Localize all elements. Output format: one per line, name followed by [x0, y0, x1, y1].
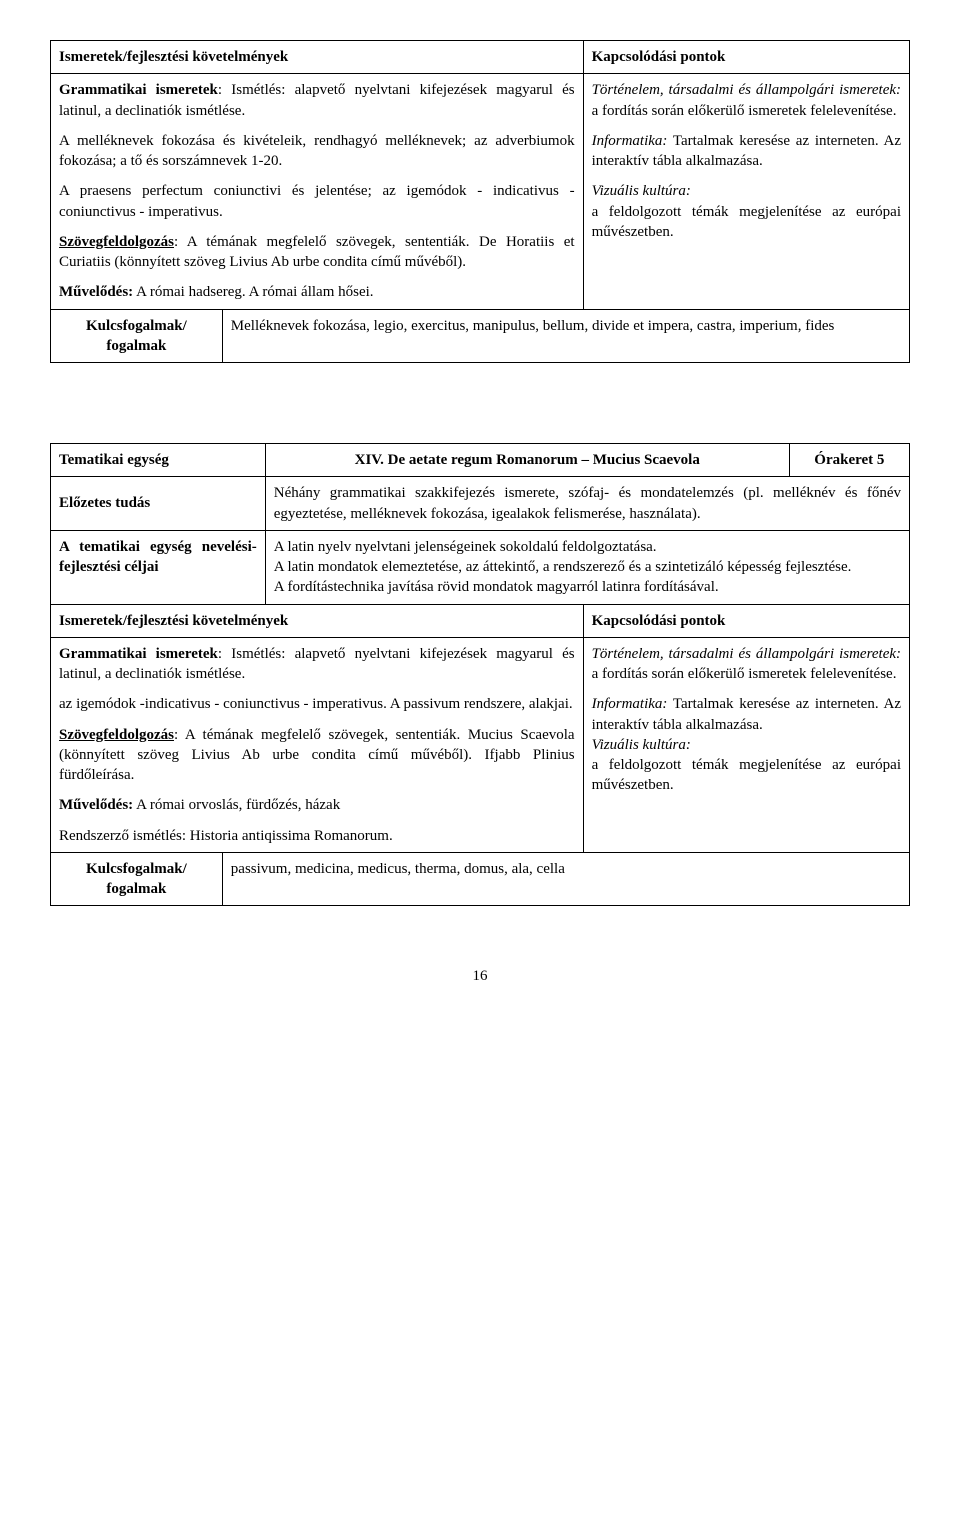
page-number: 16 [50, 966, 910, 986]
t1c-left-p1: Grammatikai ismeretek: Ismétlés: alapvet… [59, 80, 575, 121]
t2-right-p2-it: Informatika: [592, 696, 668, 712]
t1c-kf-label: Kulcsfogalmak/ fogalmak [51, 309, 223, 363]
t2-right-p1-body: a fordítás során előkerülő ismeretek fel… [592, 666, 897, 682]
t2-row3-p3: A fordítástechnika javítása rövid mondat… [274, 579, 719, 595]
label-grammatikai-2: Grammatikai ismeretek [59, 646, 218, 662]
t2-left-p3: Szövegfeldolgozás: A témának megfelelő s… [59, 725, 575, 786]
t2-row3-p1: A latin nyelv nyelvtani jelenségeinek so… [274, 539, 657, 555]
t1c-body-left: Grammatikai ismeretek: Ismétlés: alapvet… [51, 74, 584, 309]
t2-left-p4-body: A római orvoslás, fürdőzés, házak [133, 797, 340, 813]
t2-left-p2: az igemódok -indicativus - coniunctivus … [59, 694, 575, 714]
t2-right-p1: Történelem, társadalmi és állampolgári i… [592, 644, 901, 685]
t2-row3-p2: A latin mondatok elemeztetése, az átteki… [274, 559, 852, 575]
t1c-body-right: Történelem, társadalmi és állampolgári i… [583, 74, 909, 309]
t2-row3-left: A tematikai egység nevelési-fejlesztési … [51, 530, 266, 604]
t2-row1-right: Órakeret 5 [789, 444, 909, 477]
t2-row3-body: A latin nyelv nyelvtani jelenségeinek so… [265, 530, 909, 604]
t1c-header-left: Ismeretek/fejlesztési követelmények [51, 41, 584, 74]
t2-row1-left: Tematikai egység [51, 444, 266, 477]
t2-left-p1: Grammatikai ismeretek: Ismétlés: alapvet… [59, 644, 575, 685]
t2-right-p2: Informatika: Tartalmak keresése az inter… [592, 694, 901, 735]
t2-left-p4: Művelődés: A római orvoslás, fürdőzés, h… [59, 795, 575, 815]
t2-right-p1-it: Történelem, társadalmi és állampolgári i… [592, 646, 901, 662]
table-section-2-top: Tematikai egység XIV. De aetate regum Ro… [50, 443, 910, 477]
label-szoveg-2: Szövegfeldolgozás [59, 727, 174, 743]
table-section-1-kf: Kulcsfogalmak/ fogalmak Melléknevek foko… [50, 309, 910, 364]
label-muvelodes-2: Művelődés: [59, 797, 133, 813]
t2-right-p3: Vizuális kultúra: a feldolgozott témák m… [592, 735, 901, 796]
t2-right-p3-body: a feldolgozott témák megjelenítése az eu… [592, 757, 901, 793]
t2-left-p5: Rendszerző ismétlés: Historia antiqissim… [59, 826, 575, 846]
t1c-kf-body: Melléknevek fokozása, legio, exercitus, … [222, 309, 909, 363]
table-section-2-mid: Előzetes tudás Néhány grammatikai szakki… [50, 476, 910, 604]
t2-kf-label: Kulcsfogalmak/ fogalmak [51, 852, 223, 906]
t2-right-p3-it: Vizuális kultúra: [592, 737, 691, 753]
t2-body-left: Grammatikai ismeretek: Ismétlés: alapvet… [51, 637, 584, 852]
t2-kf-body: passivum, medicina, medicus, therma, dom… [222, 852, 909, 906]
t2-row2-body: Néhány grammatikai szakkifejezés ismeret… [265, 477, 909, 531]
table-section-1-body: Ismeretek/fejlesztési követelmények Kapc… [50, 40, 910, 310]
table-section-2-body: Ismeretek/fejlesztési követelmények Kapc… [50, 604, 910, 853]
t2-body-right: Történelem, társadalmi és állampolgári i… [583, 637, 909, 852]
t2-row1-mid: XIV. De aetate regum Romanorum – Mucius … [265, 444, 789, 477]
table-section-2-kf: Kulcsfogalmak/ fogalmak passivum, medici… [50, 852, 910, 907]
t2-header-left: Ismeretek/fejlesztési követelmények [51, 604, 584, 637]
t2-row2-left: Előzetes tudás [51, 477, 266, 531]
t2-header-right: Kapcsolódási pontok [583, 604, 909, 637]
t1c-header-right: Kapcsolódási pontok [583, 41, 909, 74]
